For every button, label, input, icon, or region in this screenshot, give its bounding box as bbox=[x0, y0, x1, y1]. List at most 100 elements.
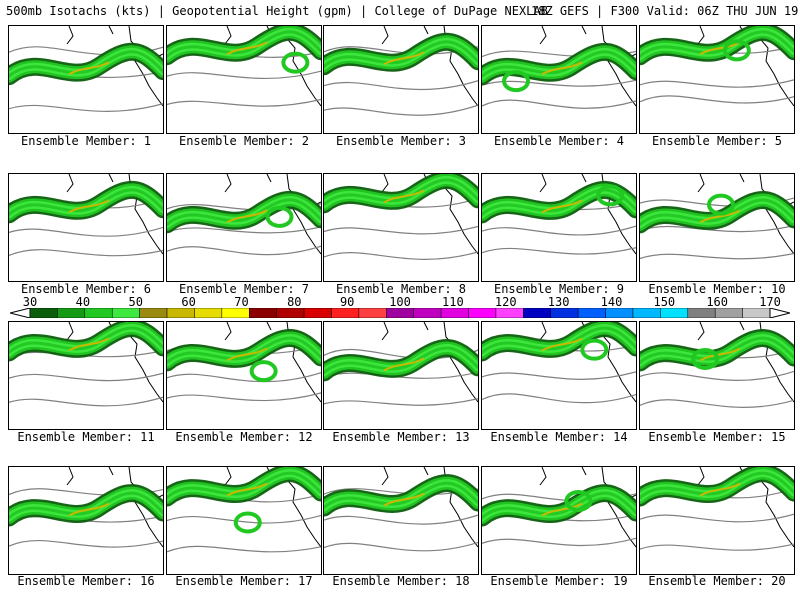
colorbar-left-arrow bbox=[10, 308, 31, 318]
colorbar-tick-label: 120 bbox=[494, 295, 517, 309]
coastline bbox=[697, 174, 794, 255]
jet-core bbox=[541, 502, 583, 517]
height-contour bbox=[640, 370, 794, 381]
colorbar-swatch bbox=[221, 308, 250, 318]
coastline bbox=[66, 174, 163, 255]
jet-stream-band bbox=[9, 50, 163, 78]
header-right-title: 18Z GEFS | F300 Valid: 06Z THU JUN 19 20… bbox=[531, 4, 799, 18]
ensemble-member-label: Ensemble Member: 6 bbox=[20, 282, 152, 296]
member-map-canvas bbox=[324, 467, 478, 552]
ensemble-member-map bbox=[166, 466, 322, 575]
colorbar-swatch bbox=[386, 308, 414, 318]
ensemble-member-label: Ensemble Member: 13 bbox=[332, 430, 470, 444]
coastline bbox=[381, 26, 478, 107]
ensemble-member-map bbox=[166, 173, 322, 282]
colorbar-tick-label: 40 bbox=[75, 295, 91, 309]
colorbar-swatch bbox=[358, 308, 387, 318]
jet-core bbox=[699, 347, 741, 362]
ensemble-member-map bbox=[639, 321, 795, 430]
member-map-canvas bbox=[9, 26, 163, 112]
height-contour bbox=[167, 70, 321, 80]
colorbar-swatch bbox=[139, 308, 168, 318]
jet-core bbox=[68, 61, 110, 76]
ensemble-member-label: Ensemble Member: 17 bbox=[175, 574, 313, 588]
member-map-canvas bbox=[9, 467, 163, 548]
jet-core bbox=[226, 41, 268, 56]
height-contour bbox=[167, 98, 321, 107]
jet-core bbox=[541, 199, 583, 214]
height-contour bbox=[640, 79, 794, 88]
height-contour bbox=[324, 541, 478, 552]
colorbar-swatch bbox=[605, 308, 634, 318]
coastline bbox=[697, 467, 794, 548]
ensemble-member-map bbox=[8, 466, 164, 575]
colorbar-tick-label: 70 bbox=[234, 295, 249, 309]
height-contour bbox=[167, 226, 321, 234]
height-contour bbox=[482, 79, 636, 87]
colorbar-right-arrow bbox=[769, 308, 790, 318]
ensemble-member-map bbox=[481, 466, 637, 575]
ensemble-member-map bbox=[323, 25, 479, 134]
jet-stream-band bbox=[167, 336, 321, 364]
ensemble-member-map bbox=[323, 173, 479, 282]
height-contour bbox=[167, 514, 321, 524]
jet-stream-band bbox=[9, 491, 163, 519]
height-contour bbox=[482, 225, 636, 236]
colorbar-tick-label: 140 bbox=[600, 295, 623, 309]
height-contour bbox=[167, 372, 321, 383]
jet-stream-band bbox=[640, 336, 794, 364]
ensemble-member-label: Ensemble Member: 7 bbox=[178, 282, 310, 296]
height-contour bbox=[482, 247, 636, 255]
colorbar-swatch bbox=[577, 308, 606, 318]
coastline bbox=[381, 322, 478, 403]
ensemble-member-label: Ensemble Member: 15 bbox=[648, 430, 786, 444]
jet-stream-band bbox=[482, 491, 636, 520]
height-contour bbox=[167, 392, 321, 402]
member-map-canvas bbox=[324, 26, 478, 116]
coastline bbox=[697, 26, 794, 107]
jet-core bbox=[68, 502, 110, 517]
ensemble-member-map bbox=[8, 321, 164, 430]
ensemble-member-map bbox=[639, 466, 795, 575]
colorbar-swatch bbox=[523, 308, 551, 318]
member-map-canvas bbox=[324, 322, 478, 406]
colorbar-swatch bbox=[440, 308, 469, 318]
header-left-title: 500mb Isotachs (kts) | Geopotential Heig… bbox=[6, 4, 548, 18]
closed-low bbox=[265, 205, 294, 228]
coastline bbox=[381, 467, 478, 548]
coastline bbox=[66, 26, 163, 107]
colorbar-tick-label: 90 bbox=[339, 295, 355, 309]
ensemble-member-label: Ensemble Member: 11 bbox=[17, 430, 155, 444]
colorbar-swatch bbox=[331, 308, 360, 318]
coastline bbox=[224, 26, 321, 107]
colorbar-swatch bbox=[29, 308, 58, 318]
closed-low bbox=[502, 70, 531, 93]
jet-stream-band bbox=[324, 346, 478, 374]
ensemble-member-label: Ensemble Member: 20 bbox=[648, 574, 786, 588]
jet-core bbox=[541, 61, 583, 76]
closed-low bbox=[564, 489, 593, 512]
member-map-canvas bbox=[640, 467, 794, 551]
jet-stream-band bbox=[167, 198, 321, 226]
ensemble-member-label: Ensemble Member: 2 bbox=[178, 134, 310, 148]
ensemble-member-label: Ensemble Member: 1 bbox=[20, 134, 152, 148]
jet-stream-band bbox=[482, 326, 636, 354]
member-map-canvas bbox=[167, 174, 321, 256]
jet-core bbox=[226, 482, 268, 497]
height-contour bbox=[324, 398, 478, 406]
height-contour bbox=[324, 514, 478, 525]
coastline bbox=[224, 467, 321, 548]
height-contour bbox=[482, 537, 636, 547]
closed-low bbox=[281, 51, 310, 74]
jet-stream-band bbox=[167, 471, 321, 500]
ensemble-member-label: Ensemble Member: 5 bbox=[651, 134, 783, 148]
member-map-canvas bbox=[482, 26, 636, 109]
colorbar-tick-label: 60 bbox=[181, 295, 196, 309]
ensemble-member-label: Ensemble Member: 4 bbox=[493, 134, 625, 148]
height-contour bbox=[324, 225, 478, 235]
coastline bbox=[224, 322, 321, 403]
isotach-colorbar: 30 40 50 60 70 80 90 100 110 120 130 140 150 160 170 bbox=[10, 296, 790, 318]
height-contour bbox=[324, 104, 478, 116]
colorbar-tick-label: 150 bbox=[653, 295, 676, 309]
ensemble-member-label: Ensemble Member: 12 bbox=[175, 430, 313, 444]
